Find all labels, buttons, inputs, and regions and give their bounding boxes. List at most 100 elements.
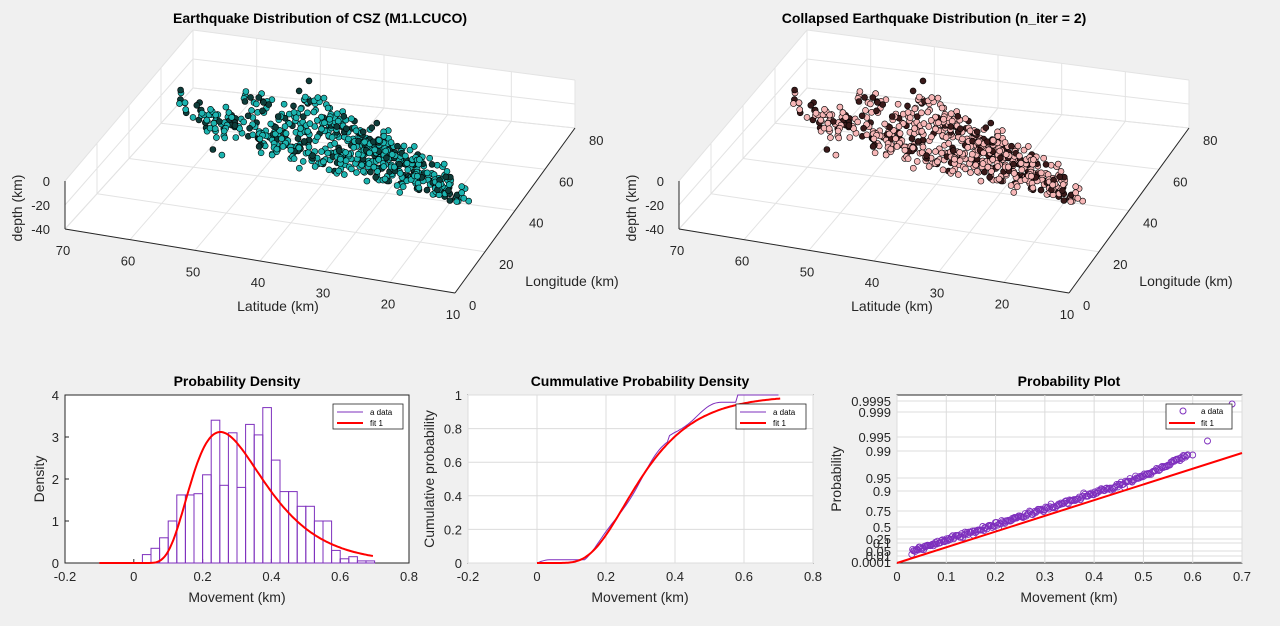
scatter-point — [306, 120, 314, 127]
x-tick-label: 10 — [446, 307, 460, 322]
axes-3d-box: 70 60 50 40 30 20 10 80 60 40 20 0 0 -20 -40 — [31, 29, 603, 322]
z-tick-label: -20 — [645, 198, 664, 213]
probability-point — [1097, 485, 1105, 493]
scatter-point — [796, 106, 804, 113]
scatter-point — [1056, 173, 1064, 181]
scatter-point — [375, 156, 383, 163]
scatter-point — [247, 94, 254, 101]
scatter-point — [882, 151, 890, 159]
scatter-point — [1054, 160, 1062, 168]
scatter-point — [928, 133, 935, 141]
scatter-point — [1008, 142, 1015, 150]
scatter-point — [460, 195, 468, 202]
y-tick-label: 0.99 — [866, 444, 891, 459]
scatter-point — [348, 165, 355, 173]
scatter-point — [321, 119, 328, 127]
scatter-point — [358, 161, 366, 169]
scatter-point — [259, 107, 266, 115]
scatter-point — [913, 113, 921, 120]
probability-point — [1081, 490, 1089, 498]
panel-3d-collapsed: Collapsed Earthquake Distribution (n_ite… — [623, 10, 1233, 322]
y-tick-label: 3 — [52, 430, 59, 445]
scatter-point — [203, 116, 211, 124]
scatter-point — [363, 177, 371, 185]
scatter-point — [825, 125, 833, 132]
scatter-point — [881, 120, 889, 128]
scatter-point — [221, 134, 228, 142]
scatter-point — [295, 164, 303, 172]
scatter-point — [326, 115, 333, 123]
x-tick-label: 40 — [865, 275, 879, 290]
scatter-point — [325, 166, 333, 174]
y-tick-label: 0 — [52, 556, 59, 571]
scatter-point — [272, 123, 279, 131]
y-tick-label: 0.05 — [866, 544, 891, 559]
scatter-point — [895, 123, 903, 130]
scatter-point — [340, 113, 348, 120]
x-axis-label: Movement (km) — [591, 589, 688, 605]
scatter-point — [860, 125, 867, 132]
scatter-point — [894, 100, 902, 108]
y-tick-label: 0 — [455, 556, 462, 571]
scatter-point — [885, 130, 893, 138]
legend-box — [735, 403, 807, 430]
scatter-point — [835, 134, 843, 142]
scatter-point — [403, 160, 411, 167]
probability-point — [1036, 506, 1044, 514]
scatter-point — [370, 163, 378, 171]
scatter-point — [1002, 151, 1010, 158]
scatter-point — [365, 160, 373, 167]
scatter-point — [1030, 156, 1037, 163]
probability-point — [1060, 499, 1068, 507]
scatter-point — [949, 167, 956, 175]
scatter-point — [367, 168, 374, 176]
scatter-point — [426, 154, 434, 162]
legend: a data fit 1 — [332, 403, 404, 430]
scatter-point — [314, 133, 321, 141]
scatter-point — [458, 189, 466, 196]
wall-gridline — [806, 87, 1190, 129]
scatter-point — [281, 123, 289, 130]
scatter-point — [345, 135, 352, 143]
scatter-point — [909, 164, 917, 172]
scatter-point — [803, 114, 811, 121]
scatter-point — [333, 123, 341, 130]
x-axis-label: Latitude (km) — [851, 298, 933, 314]
scatter-point — [299, 158, 307, 165]
scatter-point — [428, 161, 436, 168]
y-tick-label: 0.0001 — [851, 555, 891, 570]
scatter-point — [440, 160, 448, 168]
scatter-point — [945, 140, 953, 147]
legend-box — [1165, 403, 1233, 430]
probability-point — [1079, 492, 1087, 500]
scatter-point — [253, 100, 260, 108]
panel-probability-plot: Probability Plot 0 0.1 0.2 0.3 0.4 0.5 0.6 0.7 0… — [828, 373, 1251, 605]
scatter-point — [968, 150, 976, 158]
y-axis-line — [1068, 127, 1190, 294]
scatter-point — [445, 181, 453, 188]
scatter-point — [301, 93, 309, 101]
scatter-point — [913, 158, 921, 165]
scatter-point — [995, 175, 1003, 183]
scatter-point — [177, 86, 184, 94]
scatter-point — [942, 134, 950, 141]
scatter-point — [318, 148, 325, 155]
scatter-point — [248, 107, 255, 114]
scatter-point — [1067, 198, 1074, 205]
y-axis-label: Probability — [828, 446, 844, 511]
scatter-point — [1004, 163, 1012, 171]
scatter-point — [948, 117, 956, 125]
x-axis-label: Movement (km) — [188, 589, 285, 605]
wall-gridline — [678, 87, 808, 230]
scatter-point — [1037, 169, 1045, 177]
x-tick-label: 30 — [316, 286, 330, 301]
scatter-point — [400, 142, 408, 150]
scatter-point — [213, 134, 220, 141]
scatter-point — [867, 100, 874, 108]
scatter-point — [915, 93, 923, 101]
scatter-point — [862, 107, 869, 114]
z-tick-label: -20 — [31, 198, 50, 213]
scatter-point — [901, 146, 909, 154]
x-tick-label: 0.6 — [735, 569, 753, 584]
scatter-point — [845, 122, 853, 129]
